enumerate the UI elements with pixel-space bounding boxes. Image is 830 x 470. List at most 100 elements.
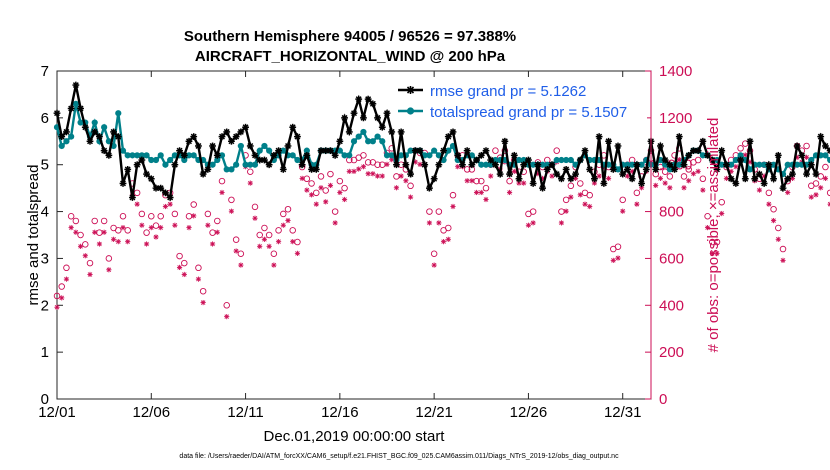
totalspread-point	[218, 152, 226, 159]
rmse-point	[558, 175, 565, 183]
obs-possible-point	[567, 182, 575, 190]
obs-possible-point	[63, 264, 70, 272]
rmse-point	[105, 151, 113, 159]
rmse-point	[741, 175, 749, 183]
obs-assimilated-point	[695, 168, 701, 174]
obs-possible-point	[435, 208, 443, 215]
obs-assimilated-point	[92, 229, 98, 235]
obs-possible-point	[275, 227, 282, 234]
rmse-point	[195, 142, 202, 150]
obs-assimilated-point	[181, 271, 187, 278]
obs-assimilated-point	[134, 201, 140, 207]
obs-assimilated-point	[271, 262, 277, 268]
obs-assimilated-point	[346, 168, 352, 174]
rmse-point	[336, 137, 344, 145]
obs-assimilated-point	[662, 180, 668, 186]
obs-possible-point	[181, 259, 188, 267]
totalspread-point	[294, 156, 301, 164]
obs-possible-point	[364, 159, 372, 166]
rmse-point	[378, 123, 386, 131]
obs-assimilated-point	[445, 236, 451, 242]
obs-assimilated-point	[205, 222, 211, 228]
totalspread-point	[247, 161, 254, 168]
rmse-point	[723, 161, 730, 169]
totalspread-point	[242, 161, 249, 168]
y-left-tick-label: 6	[41, 110, 49, 127]
obs-possible-point	[506, 177, 513, 185]
rmse-point	[671, 166, 678, 173]
obs-possible-point	[482, 184, 490, 192]
obs-assimilated-point	[186, 225, 192, 231]
totalspread-point	[190, 152, 197, 159]
obs-assimilated-point	[563, 208, 569, 214]
rmse-point	[355, 95, 363, 103]
totalspread-point	[761, 161, 768, 168]
legend-spread-marker	[406, 107, 415, 115]
totalspread-point	[369, 138, 376, 145]
obs-possible-point	[199, 287, 207, 295]
rmse-point	[218, 133, 226, 140]
obs-possible-point	[826, 189, 830, 197]
rmse-point	[666, 161, 674, 169]
rmse-point	[67, 105, 75, 112]
rmse-point	[228, 137, 235, 145]
rmse-point	[572, 170, 579, 178]
obs-possible-point	[614, 243, 622, 250]
obs-possible-point	[251, 203, 259, 211]
rmse-point	[727, 175, 735, 183]
rmse-point	[176, 147, 183, 155]
totalspread-point	[77, 119, 84, 126]
totalspread-point	[728, 161, 735, 168]
obs-assimilated-point	[162, 203, 169, 210]
obs-possible-point	[699, 175, 707, 183]
obs-possible-point	[280, 210, 287, 218]
rmse-point	[751, 175, 759, 183]
totalspread-point	[152, 156, 160, 164]
obs-possible-point	[308, 180, 315, 187]
rmse-point	[463, 147, 471, 155]
totalspread-point	[365, 138, 372, 145]
rmse-point	[147, 175, 155, 183]
rmse-point	[91, 128, 99, 136]
obs-possible-point	[426, 208, 433, 215]
rmse-point	[756, 170, 763, 178]
obs-assimilated-point	[521, 180, 527, 186]
obs-possible-point	[289, 227, 296, 234]
obs-assimilated-point	[407, 194, 414, 200]
obs-possible-point	[138, 210, 146, 218]
obs-assimilated-point	[341, 196, 348, 203]
obs-possible-point	[619, 196, 626, 204]
obs-assimilated-point	[464, 178, 470, 184]
rmse-point	[430, 175, 438, 183]
obs-assimilated-point	[473, 189, 480, 196]
totalspread-point	[162, 161, 169, 168]
rmse-point	[477, 151, 485, 159]
totalspread-point	[91, 119, 98, 126]
rmse-point	[129, 194, 136, 201]
totalspread-point	[737, 152, 744, 159]
rmse-point	[374, 114, 381, 122]
totalspread-point	[624, 161, 631, 168]
totalspread-point	[143, 152, 150, 159]
totalspread-point	[251, 161, 259, 168]
legend-spread-label: totalspread grand pr = 5.1507	[430, 104, 627, 121]
totalspread-point	[478, 161, 485, 168]
obs-assimilated-point	[733, 164, 739, 170]
rmse-point	[303, 151, 311, 159]
obs-assimilated-point	[294, 250, 301, 256]
obs-assimilated-point	[813, 192, 819, 198]
totalspread-point	[808, 156, 815, 164]
rmse-point	[133, 161, 141, 169]
y-left-tick-label: 1	[41, 344, 49, 361]
obs-assimilated-point	[337, 189, 343, 196]
rmse-point	[553, 170, 561, 178]
obs-possible-point	[124, 227, 131, 234]
rmse-point	[680, 161, 688, 169]
rmse-point	[119, 180, 127, 187]
obs-assimilated-point	[219, 189, 225, 196]
rmse-point	[265, 161, 273, 169]
obs-possible-point	[228, 196, 235, 204]
rmse-point	[251, 151, 259, 159]
rmse-point	[444, 133, 452, 140]
rmse-point	[77, 105, 84, 112]
